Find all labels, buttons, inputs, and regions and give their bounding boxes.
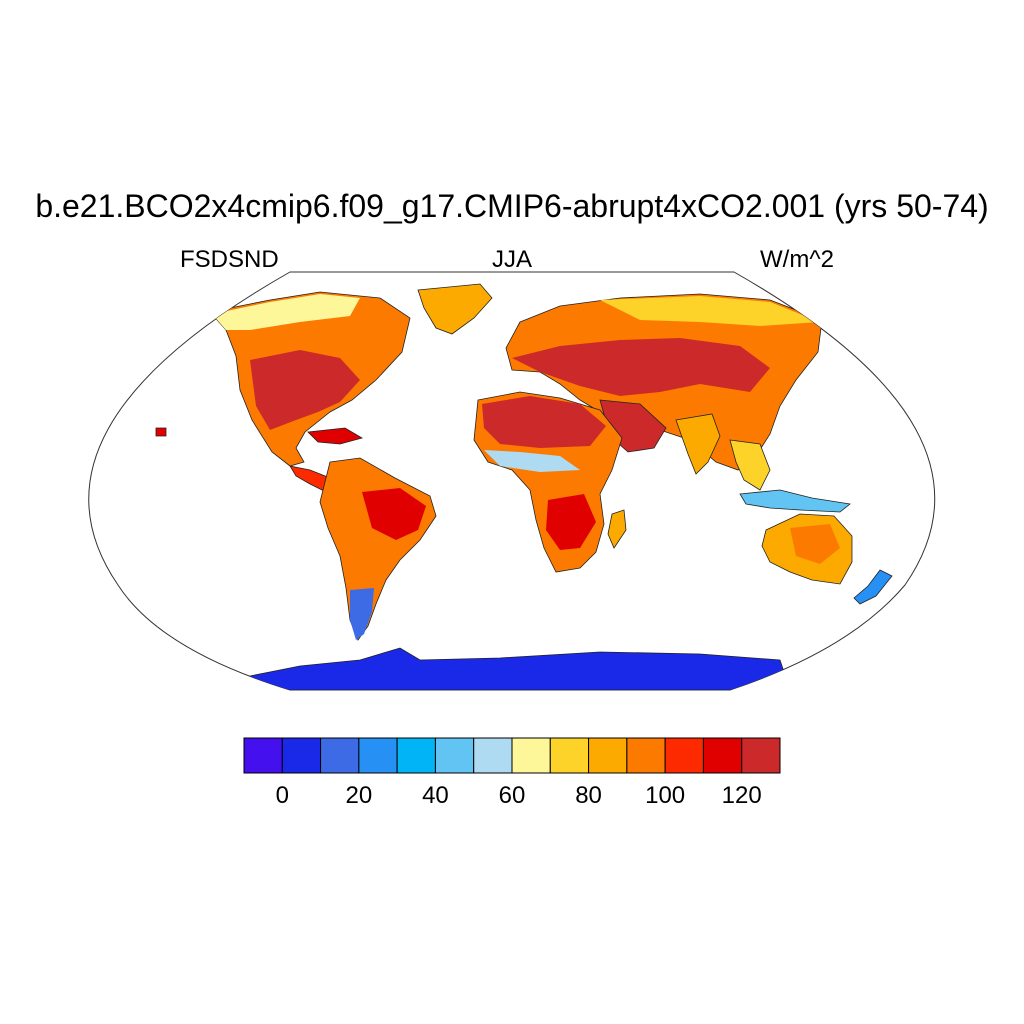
colorbar-tick-label: 20	[345, 782, 373, 809]
southeast-asia-land	[729, 439, 771, 491]
siberia-cool	[600, 296, 820, 326]
colorbar-box	[358, 737, 398, 774]
india-land	[675, 413, 721, 475]
caribbean-islands	[307, 427, 364, 445]
west-africa-cool	[484, 450, 580, 472]
colorbar-box	[281, 737, 322, 774]
greenland-land	[417, 283, 493, 335]
eurasia-hot-core	[512, 338, 770, 396]
australia-hot-core	[790, 524, 840, 564]
colorbar-box	[396, 737, 436, 774]
arctic-canada-cool	[212, 294, 360, 330]
units-label: W/m^2	[760, 246, 834, 273]
colorbar-tick-label: 60	[498, 782, 526, 809]
colorbar-tick-label: 40	[422, 782, 449, 809]
colorbar-box	[434, 737, 475, 774]
colorbar-box	[511, 737, 551, 774]
indonesia-islands	[739, 489, 851, 513]
madagascar-land	[607, 509, 627, 549]
colorbar-box	[741, 737, 781, 774]
colorbar-tick-label: 120	[721, 782, 762, 809]
hawaii-islands	[155, 427, 167, 437]
colorbar-box	[664, 737, 704, 774]
colorbar-box	[702, 737, 743, 774]
new-zealand-land	[853, 569, 893, 605]
colorbar-box	[549, 737, 590, 774]
patagonia-cool	[350, 588, 374, 640]
colorbar-box	[588, 737, 628, 774]
season-label: JJA	[491, 246, 532, 273]
colorbar-box	[626, 737, 666, 774]
colorbar-box	[243, 737, 283, 774]
north-america-hot-core	[250, 350, 360, 430]
sahara-hot-core	[482, 396, 606, 448]
colorbar-box	[320, 737, 360, 774]
variable-label: FSDSND	[180, 246, 279, 273]
colorbar-tick-label: 80	[575, 782, 602, 809]
south-america-hot-core	[362, 488, 426, 540]
southern-africa-hot	[546, 494, 596, 550]
antarctica-land	[239, 647, 791, 690]
colorbar-box	[473, 737, 513, 774]
map-title: b.e21.BCO2x4cmip6.f09_g17.CMIP6-abrupt4x…	[35, 188, 989, 224]
colorbar-tick-label: 0	[275, 782, 289, 809]
colorbar-tick-label: 100	[645, 782, 686, 809]
